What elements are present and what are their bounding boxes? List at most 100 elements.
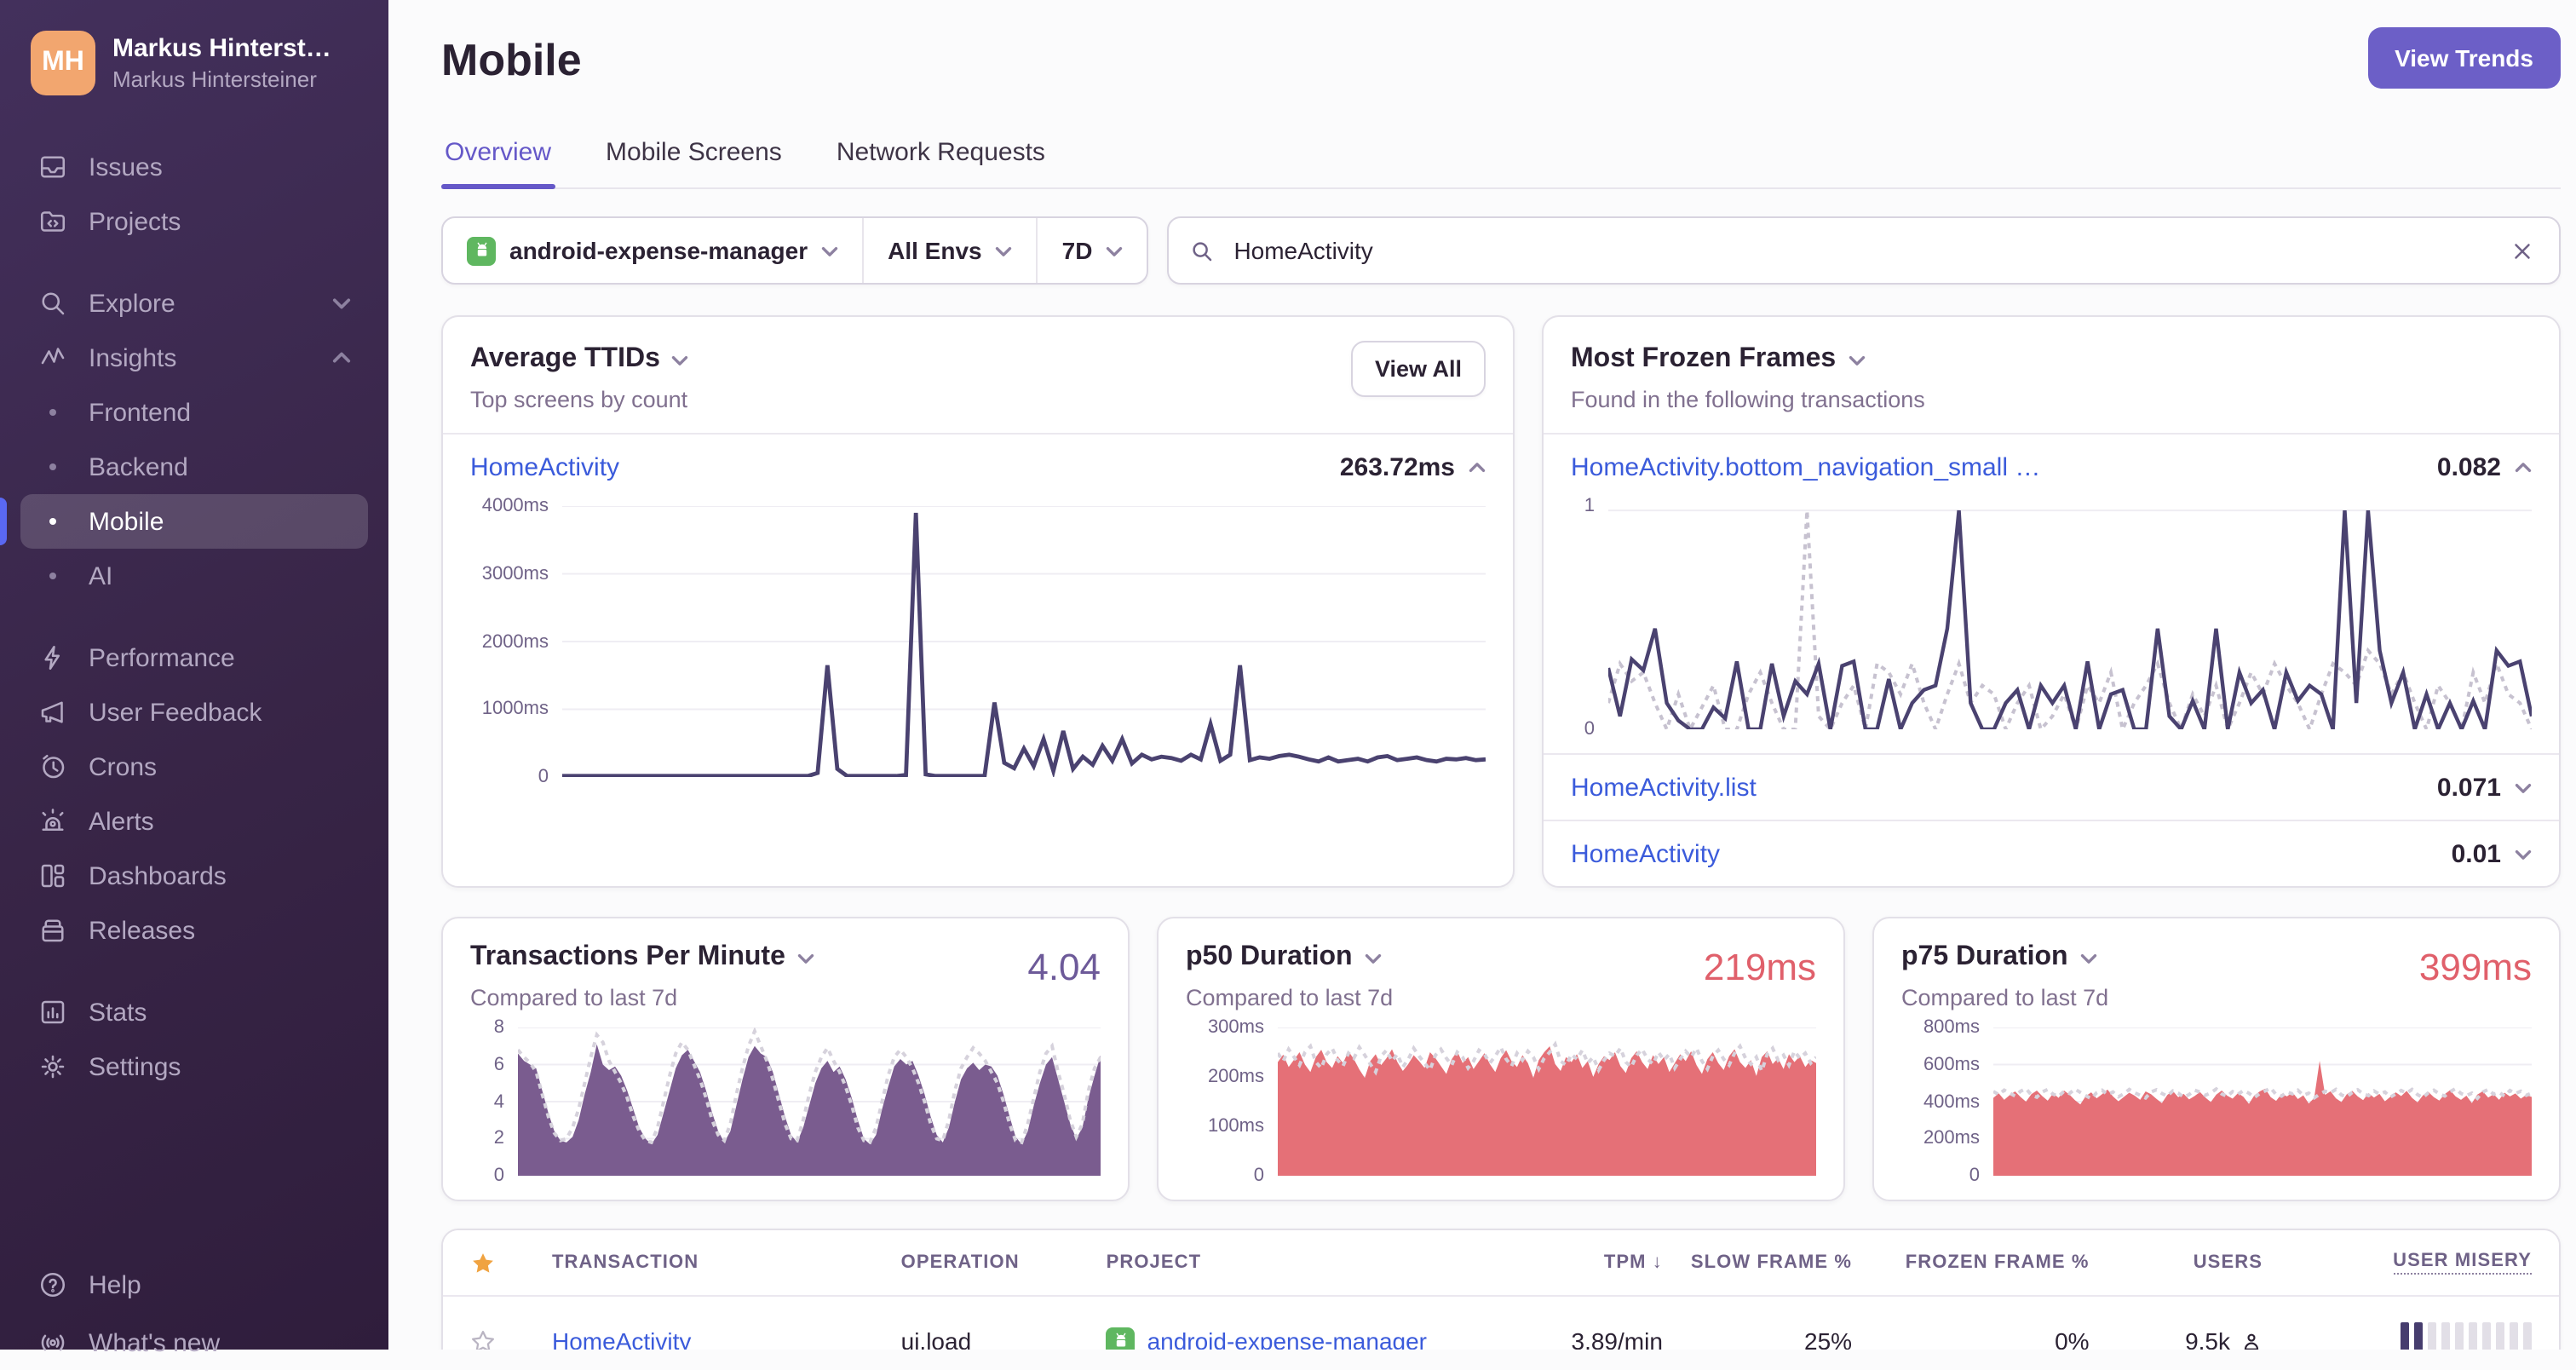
project-link[interactable]: android-expense-manager: [1147, 1327, 1427, 1350]
bullet-icon: [37, 506, 68, 537]
sidebar-item-frontend[interactable]: Frontend: [20, 385, 368, 440]
sidebar-item-label: Crons: [89, 752, 158, 781]
transaction-link[interactable]: HomeActivity.bottom_navigation_small …: [1571, 452, 2041, 481]
org-user-menu[interactable]: MH Markus Hinterst… Markus Hintersteiner: [20, 24, 368, 95]
card-title[interactable]: p75 Duration: [1901, 942, 2068, 971]
sidebar-item-ai[interactable]: AI: [20, 549, 368, 603]
card-subtitle: Found in the following transactions: [1571, 387, 1925, 412]
col-tpm[interactable]: TPM ↓: [1603, 1252, 1663, 1273]
chevron-down-icon: [996, 245, 1013, 256]
transaction-link[interactable]: HomeActivity.list: [1571, 773, 1757, 802]
view-trends-button[interactable]: View Trends: [2367, 27, 2561, 89]
col-frozen-frame[interactable]: FROZEN FRAME %: [1905, 1252, 2090, 1273]
alerts-icon: [37, 806, 68, 837]
user-feedback-icon: [37, 697, 68, 728]
date-range-selector-value: 7D: [1061, 237, 1093, 264]
sidebar-item-backend[interactable]: Backend: [20, 440, 368, 494]
sidebar-item-projects[interactable]: Projects: [20, 194, 368, 249]
star-icon[interactable]: [470, 1328, 538, 1350]
p50-area-chart[interactable]: [1278, 1028, 1816, 1176]
ttid-line-chart[interactable]: [562, 506, 1486, 777]
filter-bar: android-expense-manager All Envs 7D: [441, 216, 2561, 285]
user-icon: [2240, 1330, 2263, 1350]
frozen-frames-line-chart[interactable]: [1608, 506, 2532, 729]
p50-value: 219ms: [1703, 946, 1816, 988]
view-all-button[interactable]: View All: [1350, 341, 1486, 397]
environment-selector[interactable]: All Envs: [862, 218, 1037, 283]
sidebar-item-settings[interactable]: Settings: [20, 1039, 368, 1094]
sidebar-item-dashboards[interactable]: Dashboards: [20, 849, 368, 903]
chevron-down-icon[interactable]: [2515, 848, 2532, 860]
sidebar-item-performance[interactable]: Performance: [20, 630, 368, 685]
tab-network-requests[interactable]: Network Requests: [836, 138, 1045, 167]
col-transaction[interactable]: TRANSACTION: [552, 1252, 699, 1273]
chevron-down-icon[interactable]: [2515, 781, 2532, 793]
tab-overview[interactable]: Overview: [441, 138, 555, 189]
sidebar-item-crons[interactable]: Crons: [20, 740, 368, 794]
help-icon: [37, 1269, 68, 1300]
chevron-down-icon: [1106, 245, 1123, 256]
project-selector[interactable]: android-expense-manager: [443, 218, 862, 283]
table-row[interactable]: HomeActivity ui.load android-expense-man…: [443, 1295, 2559, 1350]
card-title[interactable]: Average TTIDs: [470, 344, 660, 373]
avatar[interactable]: MH: [31, 31, 95, 95]
col-slow-frame[interactable]: SLOW FRAME %: [1690, 1252, 1853, 1273]
search-input[interactable]: [1230, 235, 2491, 266]
col-project[interactable]: PROJECT: [1106, 1252, 1202, 1273]
transaction-link[interactable]: HomeActivity: [1571, 839, 1721, 868]
whats-new-icon: [37, 1327, 68, 1358]
widgets-row-1: Average TTIDs Top screens by count View …: [441, 315, 2561, 888]
sidebar-item-label: Help: [89, 1270, 141, 1299]
col-operation[interactable]: OPERATION: [900, 1252, 1020, 1273]
settings-icon: [37, 1051, 68, 1082]
card-subtitle: Compared to last 7d: [1186, 985, 1394, 1010]
p75-area-chart[interactable]: [1993, 1028, 2532, 1176]
sidebar-item-releases[interactable]: Releases: [20, 903, 368, 958]
chevron-down-icon: [332, 296, 351, 310]
transaction-link[interactable]: HomeActivity: [552, 1327, 692, 1350]
sidebar-item-mobile[interactable]: Mobile: [0, 494, 368, 549]
card-title[interactable]: p50 Duration: [1186, 942, 1353, 971]
tpm-card: Transactions Per Minute 4.04 Compared to…: [441, 917, 1130, 1201]
sidebar-item-stats[interactable]: Stats: [20, 985, 368, 1039]
bullet-icon: [37, 561, 68, 591]
tab-bar: Overview Mobile Screens Network Requests: [441, 138, 2561, 189]
main-content: Mobile View Trends Overview Mobile Scree…: [388, 0, 2576, 1350]
average-ttids-card: Average TTIDs Top screens by count View …: [441, 315, 1515, 888]
sidebar-item-label: Backend: [89, 452, 188, 481]
col-user-misery[interactable]: USER MISERY: [2276, 1251, 2532, 1275]
search-icon: [1189, 238, 1215, 263]
sidebar-item-insights[interactable]: Insights: [20, 331, 368, 385]
tab-mobile-screens[interactable]: Mobile Screens: [606, 138, 782, 167]
sidebar-item-user-feedback[interactable]: User Feedback: [20, 685, 368, 740]
ttid-chart: 4000ms 3000ms 2000ms 1000ms 0: [443, 496, 1513, 801]
metric-value: 0.01: [2451, 839, 2501, 868]
sidebar-item-explore[interactable]: Explore: [20, 276, 368, 331]
metric-value: 0.082: [2436, 452, 2501, 481]
p50-chart: 300ms 200ms 100ms 0: [1186, 1010, 1816, 1186]
card-title[interactable]: Transactions Per Minute: [470, 942, 785, 971]
card-title[interactable]: Most Frozen Frames: [1571, 344, 1837, 373]
sidebar-item-issues[interactable]: Issues: [20, 140, 368, 194]
p75-value: 399ms: [2418, 946, 2532, 988]
android-project-icon: [467, 236, 496, 265]
user-name: Markus Hinterst…: [112, 34, 331, 63]
issues-icon: [37, 152, 68, 182]
sidebar: MH Markus Hinterst… Markus Hintersteiner…: [0, 0, 388, 1357]
transaction-link[interactable]: HomeActivity: [470, 452, 620, 481]
sidebar-item-help[interactable]: Help: [20, 1258, 368, 1312]
tpm-area-chart[interactable]: [518, 1028, 1101, 1176]
frozen-frame-cell: 0%: [2055, 1327, 2090, 1350]
chevron-up-icon[interactable]: [1469, 461, 1486, 473]
sidebar-item-whats-new[interactable]: What's new: [20, 1315, 368, 1370]
date-range-selector[interactable]: 7D: [1036, 218, 1147, 283]
col-users[interactable]: USERS: [2193, 1252, 2263, 1273]
sidebar-item-label: Alerts: [89, 807, 154, 836]
clear-search-icon[interactable]: [2506, 234, 2539, 267]
sidebar-item-alerts[interactable]: Alerts: [20, 794, 368, 849]
star-column-icon[interactable]: [470, 1250, 538, 1275]
chevron-up-icon: [332, 351, 351, 365]
chevron-up-icon[interactable]: [2515, 461, 2532, 473]
sidebar-item-label: Explore: [89, 289, 175, 318]
users-cell: 9.5k: [2103, 1327, 2263, 1350]
